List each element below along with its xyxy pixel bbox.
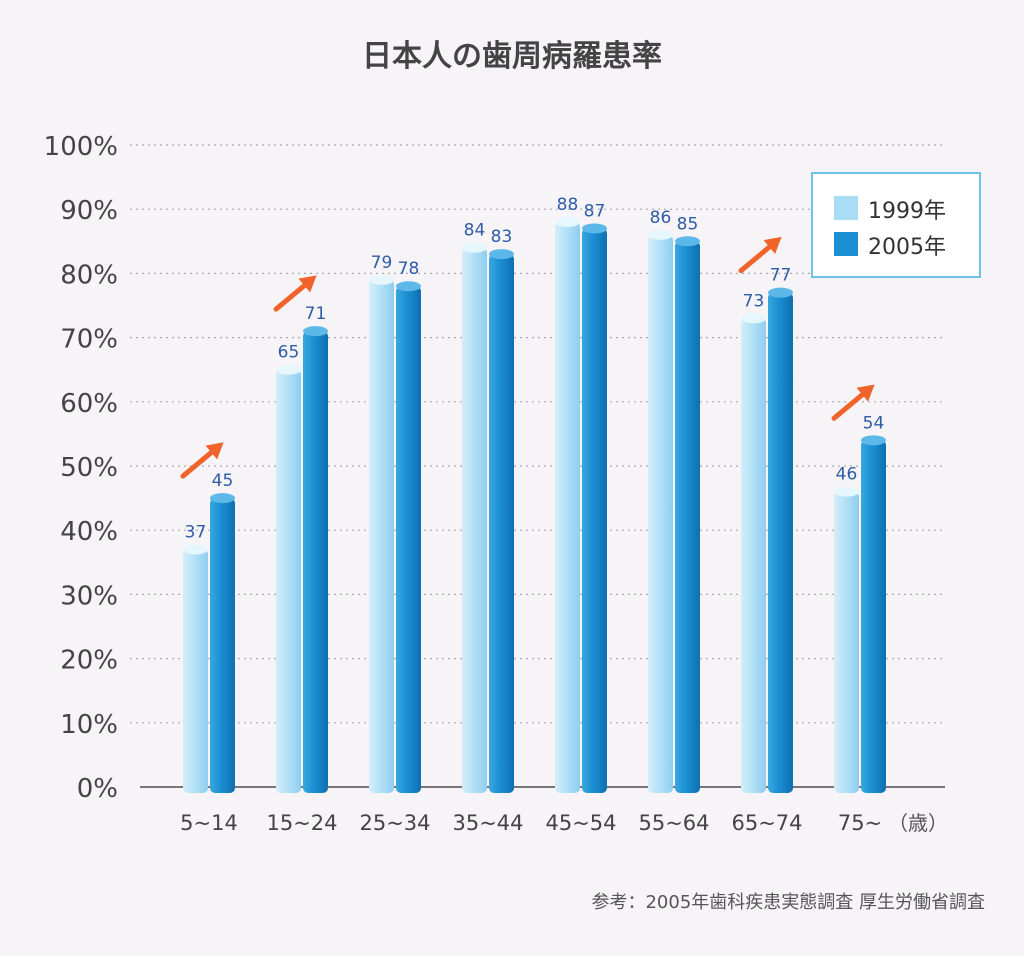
y-tick-label: 70% xyxy=(60,325,118,355)
bar-top-cap xyxy=(768,287,793,298)
bar-top-cap xyxy=(582,223,607,234)
y-axis-tick-labels: 0% 10% 20% 30% 40% 50% 60% 70% 80% 90% 100% xyxy=(44,132,118,804)
bar-2005年-55~64 xyxy=(675,241,700,794)
bar-2005年-75~ xyxy=(861,440,886,793)
x-tick-label: 65~74 xyxy=(731,811,802,835)
bar-2005年-5~14 xyxy=(210,498,235,793)
legend-swatch-2005 xyxy=(834,232,858,256)
x-tick-label: 5~14 xyxy=(180,811,238,835)
data-label: 45 xyxy=(212,471,234,491)
bar-top-cap xyxy=(834,486,859,497)
bar-1999年-65~74 xyxy=(741,318,766,793)
bar-top-cap xyxy=(396,281,421,292)
legend-swatch-1999 xyxy=(834,196,858,220)
bar-top-cap xyxy=(210,493,235,504)
y-tick-label: 90% xyxy=(60,196,118,226)
data-label: 88 xyxy=(557,195,579,215)
y-tick-label: 0% xyxy=(77,774,118,804)
x-axis-unit: （歳） xyxy=(888,811,948,835)
x-tick-label: 55~64 xyxy=(638,811,709,835)
increase-arrows xyxy=(180,236,875,479)
data-label: 87 xyxy=(584,201,606,221)
y-tick-label: 20% xyxy=(60,646,118,676)
bar-top-cap xyxy=(741,313,766,324)
bar-1999年-55~64 xyxy=(648,234,673,793)
bar-top-cap xyxy=(861,435,886,446)
increase-arrow-head xyxy=(763,236,782,254)
legend-label-2005: 2005年 xyxy=(868,235,946,260)
y-tick-label: 40% xyxy=(60,517,118,547)
data-label: 79 xyxy=(371,253,393,273)
x-axis-tick-labels: 5~14 15~24 25~34 35~44 45~54 55~64 65~74 75~ xyxy=(180,811,882,835)
y-tick-label: 80% xyxy=(60,260,118,290)
bar-top-cap xyxy=(555,217,580,228)
increase-arrow-head xyxy=(205,442,224,460)
data-label: 54 xyxy=(863,413,885,433)
data-label: 65 xyxy=(278,343,300,363)
legend-label-1999: 1999年 xyxy=(868,199,946,224)
legend-box xyxy=(811,172,981,278)
bar-1999年-15~24 xyxy=(276,369,301,793)
bar-2005年-45~54 xyxy=(582,228,607,793)
bar-2005年-65~74 xyxy=(768,292,793,793)
x-tick-label: 35~44 xyxy=(452,811,523,835)
bar-1999年-45~54 xyxy=(555,222,580,794)
grid-lines xyxy=(130,144,945,788)
bar-top-cap xyxy=(648,229,673,240)
bar-2005年-35~44 xyxy=(489,254,514,793)
x-tick-label: 75~ xyxy=(838,811,882,835)
increase-arrow-head xyxy=(298,275,317,293)
bar-top-cap xyxy=(276,364,301,375)
bars xyxy=(183,217,886,794)
x-tick-label: 15~24 xyxy=(266,811,337,835)
y-tick-label: 50% xyxy=(60,453,118,483)
data-label: 84 xyxy=(464,221,486,241)
bar-top-cap xyxy=(675,236,700,247)
bar-1999年-25~34 xyxy=(369,279,394,793)
bar-1999年-75~ xyxy=(834,491,859,793)
bar-2005年-25~34 xyxy=(396,286,421,793)
data-label: 83 xyxy=(491,227,513,247)
data-label: 86 xyxy=(650,208,672,228)
bar-1999年-35~44 xyxy=(462,247,487,794)
bar-1999年-5~14 xyxy=(183,549,208,793)
x-tick-label: 25~34 xyxy=(359,811,430,835)
bar-top-cap xyxy=(462,242,487,253)
chart-title: 日本人の歯周病羅患率 xyxy=(362,39,662,74)
data-label: 85 xyxy=(677,214,699,234)
source-note: 参考：2005年歯科疾患実態調査 厚生労働省調査 xyxy=(591,892,985,913)
data-label: 78 xyxy=(398,259,420,279)
data-label: 46 xyxy=(836,465,858,485)
data-label: 73 xyxy=(743,291,765,311)
legend: 1999年 2005年 xyxy=(811,172,981,278)
bar-2005年-15~24 xyxy=(303,331,328,793)
y-tick-label: 100% xyxy=(44,132,118,162)
bar-top-cap xyxy=(303,326,328,337)
bar-top-cap xyxy=(489,249,514,260)
data-label: 77 xyxy=(770,266,792,286)
y-tick-label: 60% xyxy=(60,389,118,419)
y-tick-label: 30% xyxy=(60,581,118,611)
increase-arrow-head xyxy=(856,384,875,402)
bar-top-cap xyxy=(369,274,394,285)
data-label: 71 xyxy=(305,304,327,324)
data-label: 37 xyxy=(185,522,207,542)
y-tick-label: 10% xyxy=(60,710,118,740)
bar-top-cap xyxy=(183,544,208,555)
x-tick-label: 45~54 xyxy=(545,811,616,835)
